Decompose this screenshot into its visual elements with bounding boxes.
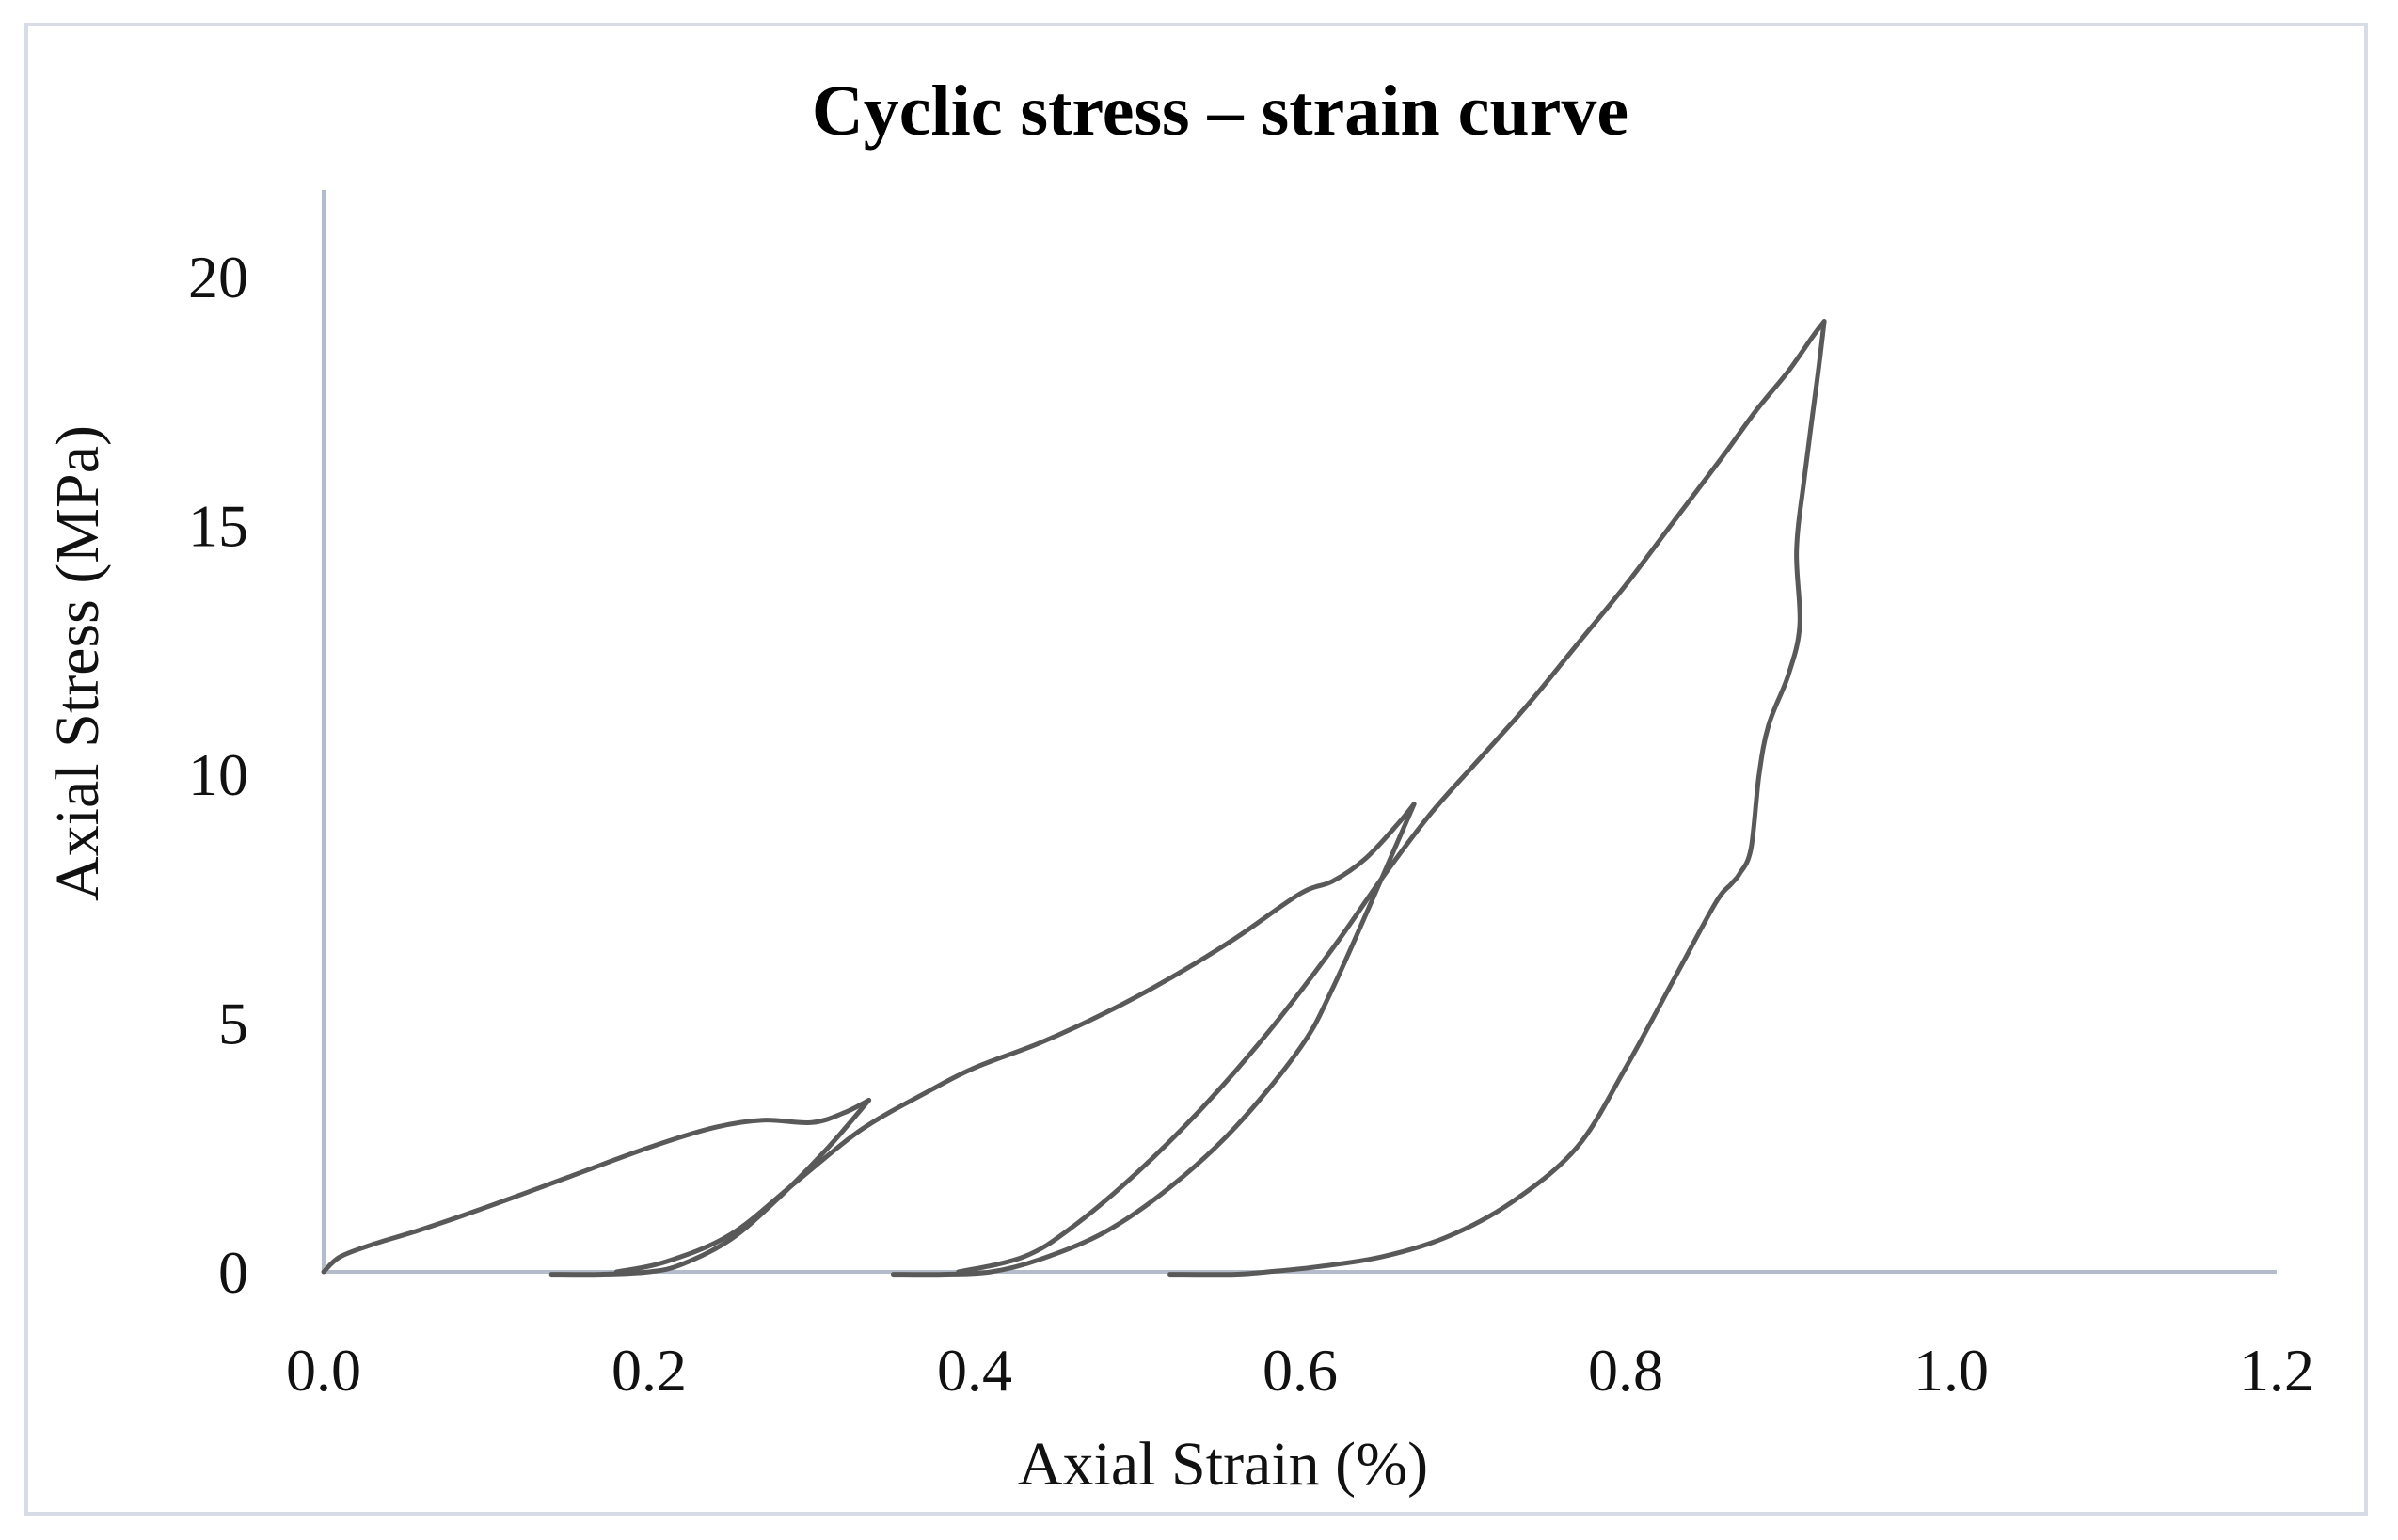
x-tick-label: 1.0 <box>1914 1337 1989 1404</box>
series-line-5 <box>956 319 1827 1275</box>
axes <box>322 190 2277 1274</box>
x-tick-labels: 0.0 0.2 0.4 0.6 0.8 1.0 1.2 <box>286 1337 2314 1404</box>
y-tick-labels: 0 5 10 15 20 <box>188 244 248 1306</box>
x-tick-label: 0.6 <box>1263 1337 1338 1404</box>
data-series <box>321 319 1827 1278</box>
x-tick-label: 0.4 <box>937 1337 1012 1404</box>
series-line-2 <box>548 1098 872 1278</box>
series-line-1 <box>321 1098 872 1275</box>
x-tick-label: 0.8 <box>1588 1337 1663 1404</box>
series-line-6 <box>1167 319 1827 1278</box>
y-tick-label: 15 <box>188 493 248 560</box>
y-axis-title: Axial Stress (MPa) <box>43 425 112 901</box>
x-tick-label: 0.0 <box>286 1337 361 1404</box>
y-tick-label: 0 <box>218 1239 248 1306</box>
y-tick-label: 20 <box>188 244 248 310</box>
x-axis-title: Axial Strain (%) <box>1018 1430 1428 1499</box>
chart-frame <box>24 23 2368 1516</box>
chart-title: Cyclic stress – strain curve <box>812 71 1628 151</box>
x-tick-label: 0.2 <box>611 1337 687 1404</box>
x-tick-label: 1.2 <box>2239 1337 2314 1404</box>
series-line-4 <box>891 802 1417 1278</box>
y-tick-label: 10 <box>188 741 248 808</box>
series-line-3 <box>613 802 1417 1275</box>
y-tick-label: 5 <box>218 991 248 1057</box>
